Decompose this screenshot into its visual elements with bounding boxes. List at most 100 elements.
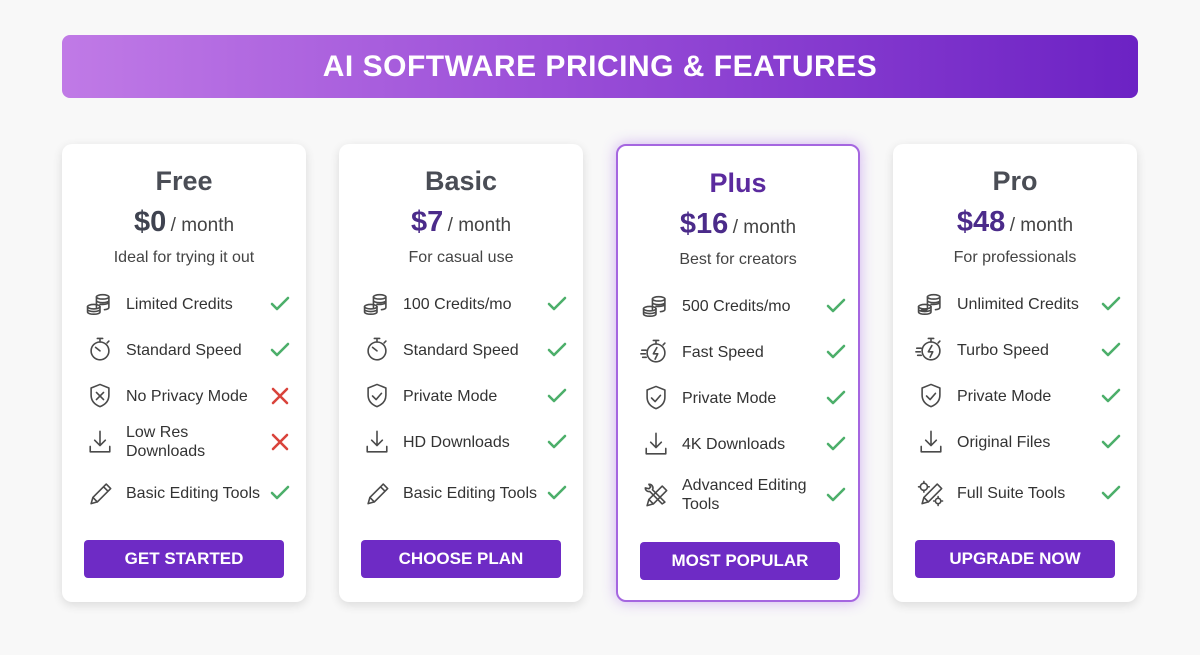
- check-icon: [826, 487, 846, 502]
- tools-gear-icon: [913, 477, 949, 509]
- feature-label: Fast Speed: [682, 343, 764, 361]
- feature-item: Basic Editing Tools: [359, 473, 569, 513]
- check-icon: [1101, 388, 1121, 403]
- feature-label: Standard Speed: [126, 341, 242, 359]
- feature-item: Turbo Speed: [913, 330, 1123, 370]
- feature-label: HD Downloads: [403, 433, 510, 451]
- download-icon: [82, 426, 118, 458]
- feature-item: 4K Downloads: [638, 424, 848, 464]
- check-icon: [547, 485, 567, 500]
- shield-x-icon: [82, 380, 118, 412]
- feature-label: Basic Editing Tools: [403, 484, 537, 502]
- plan-name: Basic: [424, 166, 498, 196]
- feature-label: Unlimited Credits: [957, 295, 1079, 313]
- feature-item: No Privacy Mode: [82, 376, 292, 416]
- check-icon: [826, 390, 846, 405]
- feature-label: Basic Editing Tools: [126, 484, 260, 502]
- feature-label: Private Mode: [957, 387, 1052, 405]
- shield-check-icon: [359, 380, 395, 412]
- feature-item: Private Mode: [638, 378, 848, 418]
- check-icon: [547, 388, 567, 403]
- feature-item: Fast Speed: [638, 332, 848, 372]
- plan-card-free: Free $0 / month Ideal for trying it out …: [62, 144, 306, 602]
- shield-check-icon: [638, 382, 674, 414]
- coins-icon: [638, 290, 674, 322]
- upgrade-now-button[interactable]: UPGRADE NOW: [915, 540, 1115, 578]
- feature-label: 100 Credits/mo: [403, 295, 512, 313]
- check-icon: [1101, 342, 1121, 357]
- feature-item: 500 Credits/mo: [638, 286, 848, 326]
- page-title: AI SOFTWARE PRICING & FEATURES: [322, 49, 878, 83]
- title-banner: AI SOFTWARE PRICING & FEATURES: [62, 35, 1138, 98]
- choose-plan-button[interactable]: CHOOSE PLAN: [361, 540, 561, 578]
- feature-item: Standard Speed: [359, 330, 569, 370]
- download-icon: [359, 426, 395, 458]
- feature-label: Turbo Speed: [957, 341, 1049, 359]
- pencil-icon: [82, 477, 118, 509]
- fast-stopwatch-icon: [638, 336, 674, 368]
- feature-item: Private Mode: [359, 376, 569, 416]
- check-icon: [270, 296, 290, 311]
- plan-name: Pro: [992, 166, 1038, 196]
- download-icon: [638, 428, 674, 460]
- price-amount: $0: [133, 206, 167, 238]
- price-period: / month: [170, 215, 235, 236]
- plan-name: Plus: [709, 168, 767, 198]
- feature-label: Private Mode: [403, 387, 498, 405]
- check-icon: [270, 485, 290, 500]
- plan-tagline: For professionals: [953, 249, 1077, 266]
- shield-check-icon: [913, 380, 949, 412]
- coins-icon: [359, 288, 395, 320]
- most-popular-button[interactable]: MOST POPULAR: [640, 542, 840, 580]
- feature-item: Advanced Editing Tools: [638, 475, 848, 515]
- infinite-coins-icon: [913, 288, 949, 320]
- feature-label: Low Res Downloads: [126, 424, 206, 460]
- download-icon: [913, 426, 949, 458]
- plan-card-plus: Plus $16 / month Best for creators 500 C…: [616, 144, 860, 602]
- feature-item: Unlimited Credits: [913, 284, 1123, 324]
- feature-label: Limited Credits: [126, 295, 233, 313]
- check-icon: [826, 344, 846, 359]
- price-amount: $48: [956, 206, 1006, 238]
- feature-label: 4K Downloads: [682, 435, 786, 453]
- feature-item: Private Mode: [913, 376, 1123, 416]
- feature-label: Advanced Editing Tools: [682, 477, 807, 513]
- plan-card-pro: Pro $48 / month For professionals Unlimi…: [893, 144, 1137, 602]
- feature-item: Basic Editing Tools: [82, 473, 292, 513]
- feature-item: Limited Credits: [82, 284, 292, 324]
- check-icon: [826, 436, 846, 451]
- price-period: / month: [447, 215, 512, 236]
- check-icon: [270, 342, 290, 357]
- feature-label: 500 Credits/mo: [682, 297, 791, 315]
- feature-label: Standard Speed: [403, 341, 519, 359]
- feature-item: HD Downloads: [359, 422, 569, 462]
- fast-stopwatch-icon: [913, 334, 949, 366]
- price-period: / month: [1009, 215, 1074, 236]
- plan-price: $7 / month: [339, 206, 583, 239]
- plan-card-basic: Basic $7 / month For casual use 100 Cred…: [339, 144, 583, 602]
- feature-item: Standard Speed: [82, 330, 292, 370]
- cross-icon: [271, 433, 289, 451]
- check-icon: [547, 296, 567, 311]
- get-started-button[interactable]: GET STARTED: [84, 540, 284, 578]
- plan-tagline: Ideal for trying it out: [113, 249, 255, 266]
- price-amount: $16: [679, 208, 729, 240]
- feature-item: Full Suite Tools: [913, 473, 1123, 513]
- plan-price: $16 / month: [618, 208, 858, 241]
- price-amount: $7: [410, 206, 444, 238]
- pencil-icon: [359, 477, 395, 509]
- coins-icon: [82, 288, 118, 320]
- stopwatch-icon: [82, 334, 118, 366]
- feature-item: Low Res Downloads: [82, 422, 292, 462]
- feature-item: Original Files: [913, 422, 1123, 462]
- cross-icon: [271, 387, 289, 405]
- feature-label: Private Mode: [682, 389, 777, 407]
- check-icon: [1101, 296, 1121, 311]
- check-icon: [1101, 485, 1121, 500]
- check-icon: [1101, 434, 1121, 449]
- plan-tagline: For casual use: [408, 249, 514, 266]
- feature-label: No Privacy Mode: [126, 387, 248, 405]
- price-period: / month: [732, 217, 797, 238]
- feature-label: Full Suite Tools: [957, 484, 1066, 502]
- plan-price: $0 / month: [62, 206, 306, 239]
